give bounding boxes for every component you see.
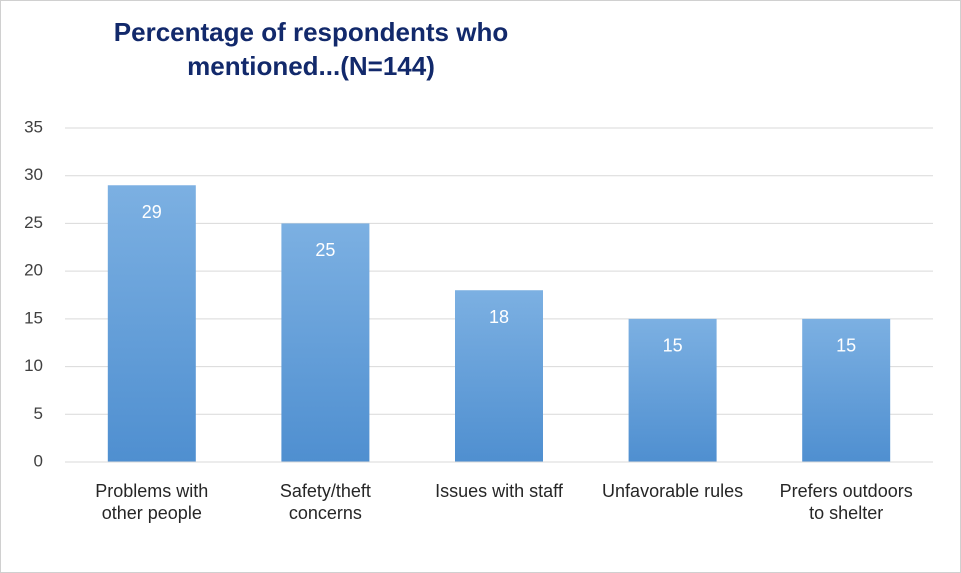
x-tick-label: Issues with staff bbox=[435, 481, 563, 501]
bar bbox=[281, 223, 370, 462]
x-tick-label: Unfavorable rules bbox=[602, 481, 744, 501]
y-tick-label: 25 bbox=[24, 213, 43, 232]
y-tick-label: 0 bbox=[34, 451, 43, 470]
value-label: 15 bbox=[836, 336, 856, 356]
x-tick-label: Prefers outdoors to shelter bbox=[779, 481, 913, 523]
value-label: 25 bbox=[315, 240, 335, 260]
bar bbox=[455, 290, 543, 462]
x-tick-label: Safety/theft concerns bbox=[279, 481, 371, 523]
value-label: 18 bbox=[489, 307, 509, 327]
y-tick-label: 10 bbox=[24, 356, 43, 375]
x-tick-label: Problems with other people bbox=[95, 481, 209, 523]
value-label: 29 bbox=[142, 202, 162, 222]
y-tick-label: 20 bbox=[24, 261, 43, 280]
y-tick-label: 30 bbox=[24, 165, 43, 184]
bar bbox=[107, 185, 196, 462]
y-tick-label: 15 bbox=[24, 308, 43, 327]
bar bbox=[628, 318, 717, 462]
y-tick-label: 5 bbox=[34, 404, 43, 423]
value-label: 15 bbox=[663, 336, 683, 356]
y-tick-label: 35 bbox=[24, 117, 43, 136]
chart-title: Percentage of respondents who mentioned.… bbox=[113, 17, 509, 81]
bar bbox=[802, 318, 891, 462]
